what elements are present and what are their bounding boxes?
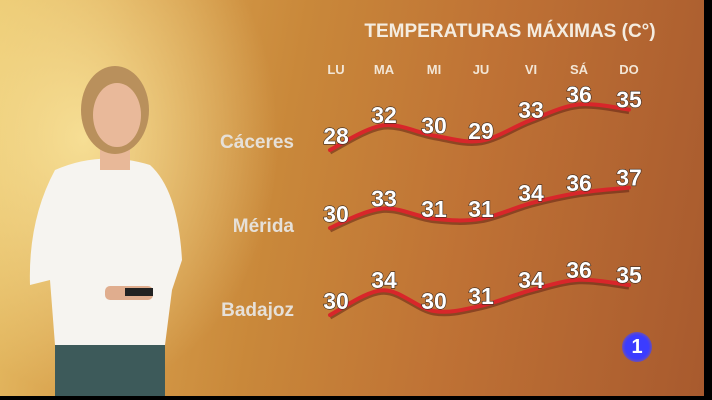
city-label: Badajoz xyxy=(221,300,294,321)
temperature-value: 31 xyxy=(468,283,494,309)
temperature-value: 33 xyxy=(518,97,544,123)
city-label: Mérida xyxy=(233,216,295,237)
day-label: JU xyxy=(473,62,490,77)
temperature-value: 30 xyxy=(421,288,447,314)
day-label: VI xyxy=(525,62,537,77)
presenter xyxy=(29,66,183,396)
chart-title: TEMPERATURAS MÁXIMAS (C°) xyxy=(364,20,655,42)
temperature-value: 30 xyxy=(323,288,349,314)
weather-broadcast: TEMPERATURAS MÁXIMAS (C°) LU MA MI JU VI SÁ DO… xyxy=(0,0,704,396)
temperature-value: 36 xyxy=(566,257,592,283)
temperature-value: 30 xyxy=(421,113,447,139)
day-label: DO xyxy=(619,62,639,77)
day-label: SÁ xyxy=(570,62,589,77)
city-label: Cáceres xyxy=(220,132,294,153)
temperature-value: 35 xyxy=(616,262,642,288)
temperature-value: 31 xyxy=(468,196,494,222)
series-cáceres: Cáceres 28 32 30 29 33 36 35 xyxy=(220,81,643,155)
temperature-value: 35 xyxy=(616,87,642,113)
day-label: MI xyxy=(427,62,441,77)
temperature-line xyxy=(328,185,631,230)
temperature-value: 34 xyxy=(518,180,544,206)
temperature-chart: TEMPERATURAS MÁXIMAS (C°) LU MA MI JU VI SÁ DO… xyxy=(220,20,656,321)
temperature-value: 36 xyxy=(566,170,592,196)
series-badajoz: Badajoz 30 34 30 31 34 36 35 xyxy=(221,256,642,321)
temperature-value: 30 xyxy=(323,201,349,227)
temperature-value: 34 xyxy=(518,267,544,293)
day-label: MA xyxy=(374,62,395,77)
temperature-value: 36 xyxy=(566,81,592,107)
temperature-value: 28 xyxy=(323,123,349,149)
temperature-value: 37 xyxy=(616,165,642,191)
temperature-value: 32 xyxy=(371,102,397,128)
day-label: LU xyxy=(327,62,344,77)
temperature-value: 31 xyxy=(421,196,447,222)
temperature-value: 33 xyxy=(371,185,397,211)
temperature-value: 29 xyxy=(468,118,494,144)
series-mérida: Mérida 30 33 31 31 34 36 37 xyxy=(233,164,643,237)
temperature-line xyxy=(328,102,631,152)
channel-logo: 1 xyxy=(622,332,652,362)
temperature-line xyxy=(328,277,631,317)
temperature-value: 34 xyxy=(371,267,397,293)
